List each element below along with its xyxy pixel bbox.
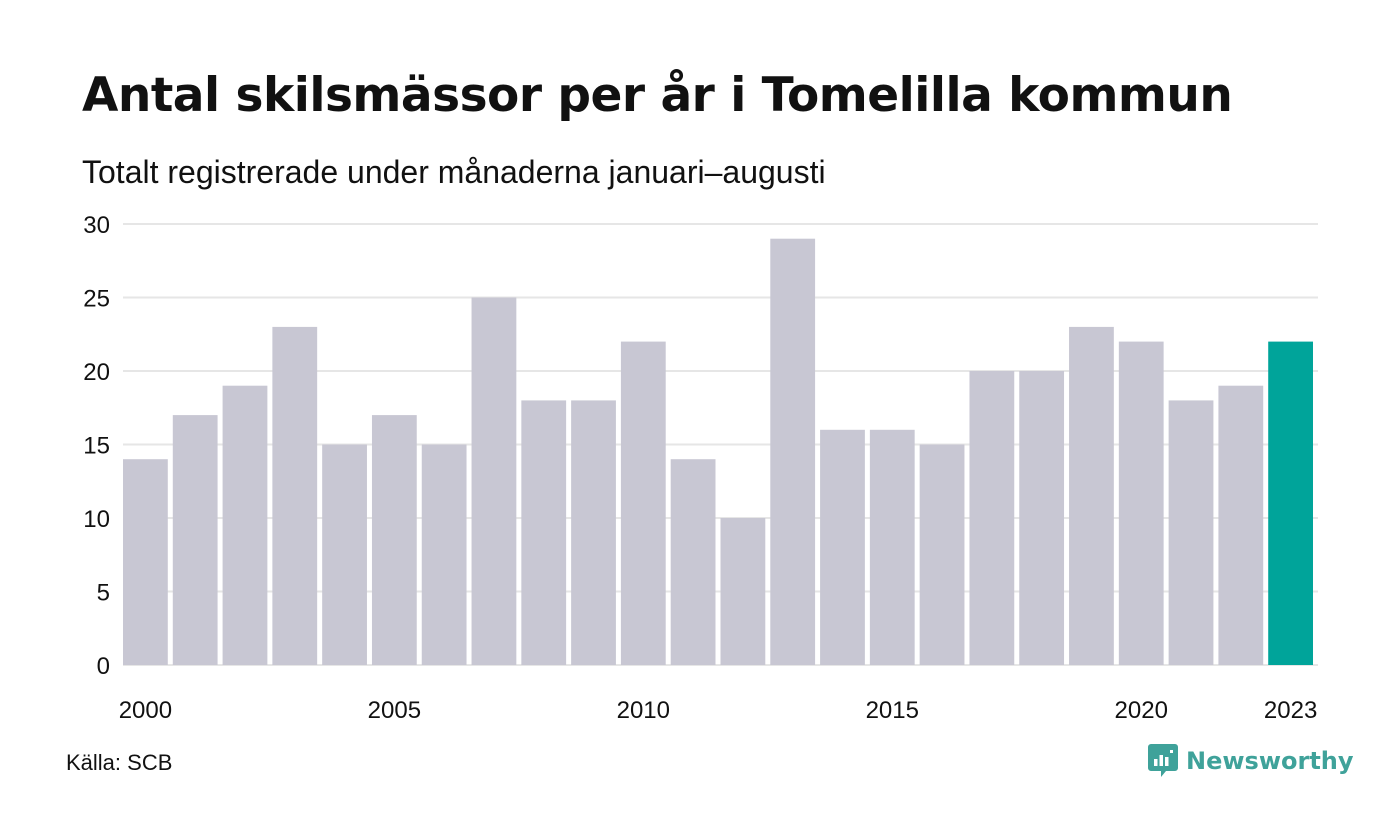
y-tick-label: 0 (97, 653, 110, 680)
y-tick-label: 10 (83, 506, 110, 533)
x-tick-label: 2005 (368, 697, 421, 724)
bar-2007 (471, 297, 517, 665)
x-tick-label: 2010 (617, 697, 670, 724)
newsworthy-logo-icon (1148, 744, 1178, 777)
x-tick-label: 2023 (1264, 697, 1317, 724)
bar-2022 (1218, 385, 1264, 665)
bar-2010 (620, 341, 666, 665)
chart-subtitle: Totalt registrerade under månaderna janu… (82, 154, 826, 190)
y-tick-label: 30 (83, 212, 110, 239)
x-tick-label: 2015 (866, 697, 919, 724)
bar-2019 (1069, 326, 1114, 665)
y-axis-tick-labels: 0 5 10 15 20 25 30 (83, 212, 110, 680)
bar-2002 (222, 385, 268, 665)
bar-2023 (1268, 341, 1313, 665)
bar-2001 (172, 415, 218, 665)
bar-2016 (919, 444, 965, 665)
bar-2009 (571, 400, 616, 665)
bar-2008 (521, 400, 567, 665)
brand-logo: Newsworthy (1148, 744, 1354, 778)
y-tick-label: 5 (97, 580, 110, 607)
bar-2015 (869, 429, 915, 665)
y-tick-label: 15 (83, 433, 110, 460)
bar-2000 (123, 459, 168, 665)
bar-2012 (720, 518, 766, 665)
bar-2018 (1019, 371, 1065, 665)
bar-2005 (371, 415, 417, 665)
x-axis-tick-labels: 2000 2005 2010 2015 2020 2023 (119, 697, 1318, 724)
chart-title: Antal skilsmässor per år i Tomelilla kom… (82, 68, 1233, 123)
bar-2014 (820, 429, 865, 665)
y-tick-label: 20 (83, 359, 110, 386)
bar-2017 (969, 371, 1015, 665)
x-tick-label: 2020 (1115, 697, 1168, 724)
bar-2004 (322, 444, 367, 665)
source-note: Källa: SCB (66, 750, 173, 775)
bar-2021 (1168, 400, 1214, 665)
bars (123, 238, 1313, 665)
bar-2013 (770, 238, 816, 665)
x-tick-label: 2000 (119, 697, 172, 724)
y-tick-label: 25 (83, 286, 110, 313)
brand-name: Newsworthy (1186, 747, 1354, 775)
bar-2011 (670, 459, 716, 665)
bar-2006 (421, 444, 467, 665)
bar-2020 (1118, 341, 1164, 665)
bar-2003 (272, 326, 318, 665)
